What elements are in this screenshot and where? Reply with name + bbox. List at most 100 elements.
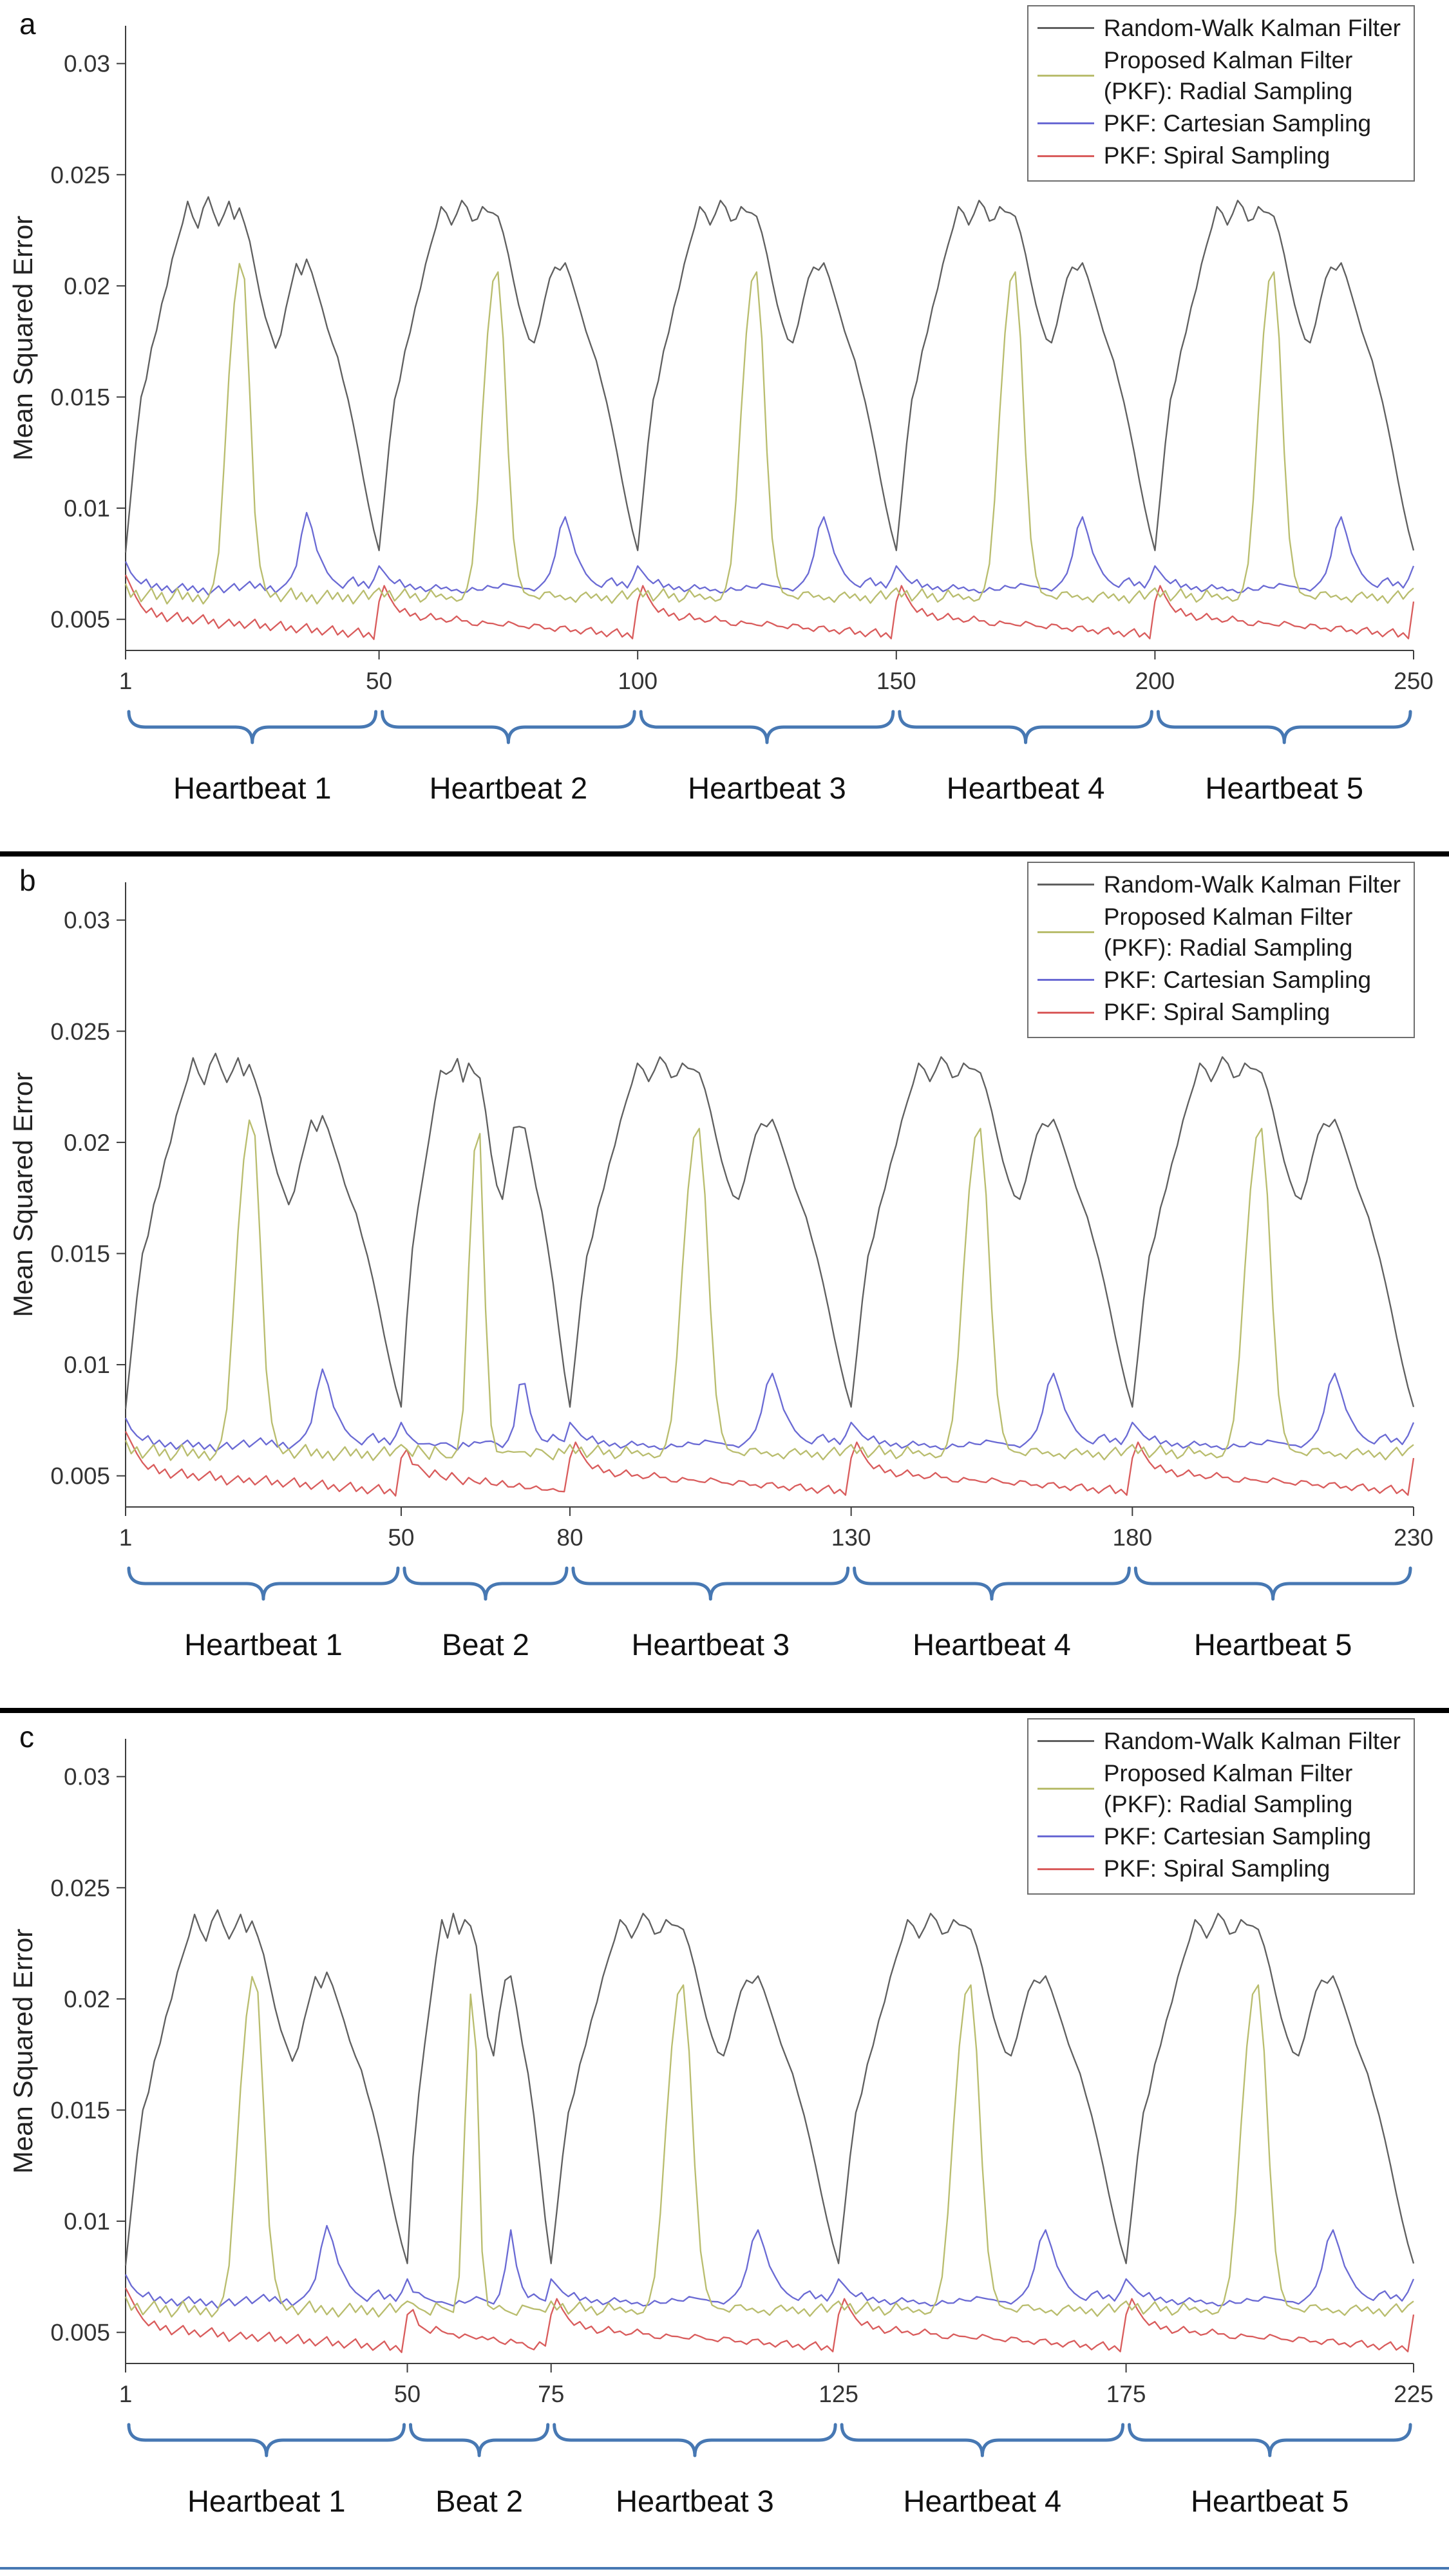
legend-entry-spiral: PKF: Spiral Sampling [1037,1853,1401,1884]
y-axis-label: Mean Squared Error [8,1072,38,1318]
segment-brace [1128,2423,1412,2458]
y-tick-label: 0.025 [50,1018,110,1045]
panel-separator [0,1708,1449,1713]
y-axis-label: Mean Squared Error [8,216,38,461]
legend-label: PKF: Spiral Sampling [1103,999,1331,1026]
legend-entry-random_walk: Random-Walk Kalman Filter [1037,869,1401,900]
x-tick-label: 1 [119,668,133,694]
segment-brace [1156,710,1412,744]
legend-entry-radial: Proposed Kalman Filter (PKF): Radial Samp… [1037,1758,1401,1819]
segment-brace [1133,1566,1412,1601]
segment-brace [840,2423,1125,2458]
heartbeat-label: Heartbeat 1 [187,2484,346,2518]
legend-entry-random_walk: Random-Walk Kalman Filter [1037,1726,1401,1756]
legend-sample-line-cartesian [1037,979,1094,981]
legend-label: PKF: Cartesian Sampling [1103,1823,1372,1850]
series-line-radial [124,1976,1414,2318]
legend-label-line: (PKF): Radial Sampling [1103,934,1353,961]
heartbeat-label: Heartbeat 1 [184,1627,343,1662]
plot-b: 0.005 0.01 0.015 0.02 0.025 0.03 Mean Squared … [8,882,1434,1662]
segment-brace [898,710,1153,744]
heartbeat-label: Heartbeat 3 [631,1627,790,1662]
segment-brace [639,710,895,744]
x-tick-label: 1 [119,2381,133,2407]
panel-letter-b: b [19,864,36,897]
x-tick-label: 75 [538,2381,564,2407]
legend-label: PKF: Cartesian Sampling [1103,967,1372,994]
y-tick-label: 0.005 [50,607,110,633]
legend-label-line: Proposed Kalman Filter [1103,47,1353,74]
series-line-cartesian [124,1368,1415,1452]
x-tick-label: 200 [1135,668,1175,694]
y-tick-label: 0.03 [64,51,110,77]
legend-label-line: (PKF): Radial Sampling [1103,77,1353,104]
series-line-random_walk [124,1052,1415,1410]
heartbeat-label: Beat 2 [442,1627,529,1662]
heartbeat-label: Heartbeat 3 [688,771,846,805]
y-tick-label: 0.015 [50,2097,110,2123]
legend-sample-line-radial [1037,931,1094,934]
heartbeat-label: Heartbeat 5 [1205,771,1363,805]
series-line-random_walk [124,196,1415,553]
x-tick-label: 50 [366,668,392,694]
x-tick-label: 225 [1394,2381,1434,2407]
y-tick-label: 0.03 [64,1764,110,1790]
heartbeat-label: Heartbeat 4 [913,1627,1071,1662]
segment-brace [127,1566,400,1601]
legend-sample-line-cartesian [1037,1835,1094,1838]
y-axis-label: Mean Squared Error [8,1929,38,2174]
heartbeat-label: Heartbeat 5 [1191,2484,1349,2518]
series-line-spiral [124,2287,1415,2353]
y-tick-label: 0.005 [50,1463,110,1490]
x-tick-label: 230 [1394,1524,1434,1551]
panel-b: 0.005 0.01 0.015 0.02 0.025 0.03 Mean Squared … [0,857,1449,1708]
legend-entry-spiral: PKF: Spiral Sampling [1037,140,1401,171]
panel-c: 0.005 0.01 0.015 0.02 0.025 0.03 Mean Squared … [0,1713,1449,2564]
segment-brace [853,1566,1131,1601]
legend-c: Random-Walk Kalman Filter Proposed Kalman… [1027,1718,1415,1895]
segment-brace [553,2423,837,2458]
legend-sample-line-radial [1037,1788,1094,1790]
series-line-spiral [124,1431,1415,1497]
x-tick-label: 175 [1106,2381,1146,2407]
segment-brace [127,2423,406,2458]
legend-label: Proposed Kalman Filter (PKF): Radial Samp… [1104,1758,1353,1819]
legend-entry-radial: Proposed Kalman Filter (PKF): Radial Samp… [1037,902,1401,963]
legend-label: PKF: Spiral Sampling [1103,142,1331,169]
segment-brace [409,2423,550,2458]
legend-label-line: Proposed Kalman Filter [1103,904,1353,931]
heartbeat-label: Heartbeat 5 [1194,1627,1352,1662]
y-tick-label: 0.005 [50,2320,110,2346]
x-tick-label: 250 [1394,668,1434,694]
heartbeat-label: Heartbeat 4 [947,771,1105,805]
legend-label: Random-Walk Kalman Filter [1103,871,1401,898]
series-line-radial [124,263,1414,605]
legend-label: PKF: Cartesian Sampling [1103,110,1372,137]
legend-label: Random-Walk Kalman Filter [1103,15,1401,41]
x-tick-label: 50 [388,1524,414,1551]
y-tick-label: 0.02 [64,273,110,299]
series-line-random_walk [124,1909,1415,2266]
heartbeat-label: Heartbeat 4 [904,2484,1062,2518]
segment-brace [571,1566,850,1601]
panel-separator [0,851,1449,857]
y-tick-label: 0.01 [64,495,110,522]
x-tick-label: 180 [1112,1524,1152,1551]
x-tick-label: 150 [876,668,916,694]
legend-sample-line-spiral [1037,155,1094,157]
legend-sample-line-radial [1037,75,1094,77]
x-tick-label: 100 [618,668,658,694]
x-tick-label: 125 [819,2381,858,2407]
x-tick-label: 1 [119,1524,133,1551]
series-line-spiral [124,574,1415,640]
segment-brace [127,710,378,744]
legend-entry-random_walk: Random-Walk Kalman Filter [1037,13,1401,43]
legend-entry-cartesian: PKF: Cartesian Sampling [1037,965,1401,995]
legend-entry-spiral: PKF: Spiral Sampling [1037,997,1401,1027]
plot-a: 0.005 0.01 0.015 0.02 0.025 0.03 Mean Squared … [8,26,1434,805]
heartbeat-label: Beat 2 [435,2484,523,2518]
legend-label-line: (PKF): Radial Sampling [1103,1790,1353,1817]
panel-letter-c: c [19,1720,34,1754]
y-tick-label: 0.025 [50,1875,110,1901]
legend-label: Proposed Kalman Filter (PKF): Radial Samp… [1104,902,1353,963]
